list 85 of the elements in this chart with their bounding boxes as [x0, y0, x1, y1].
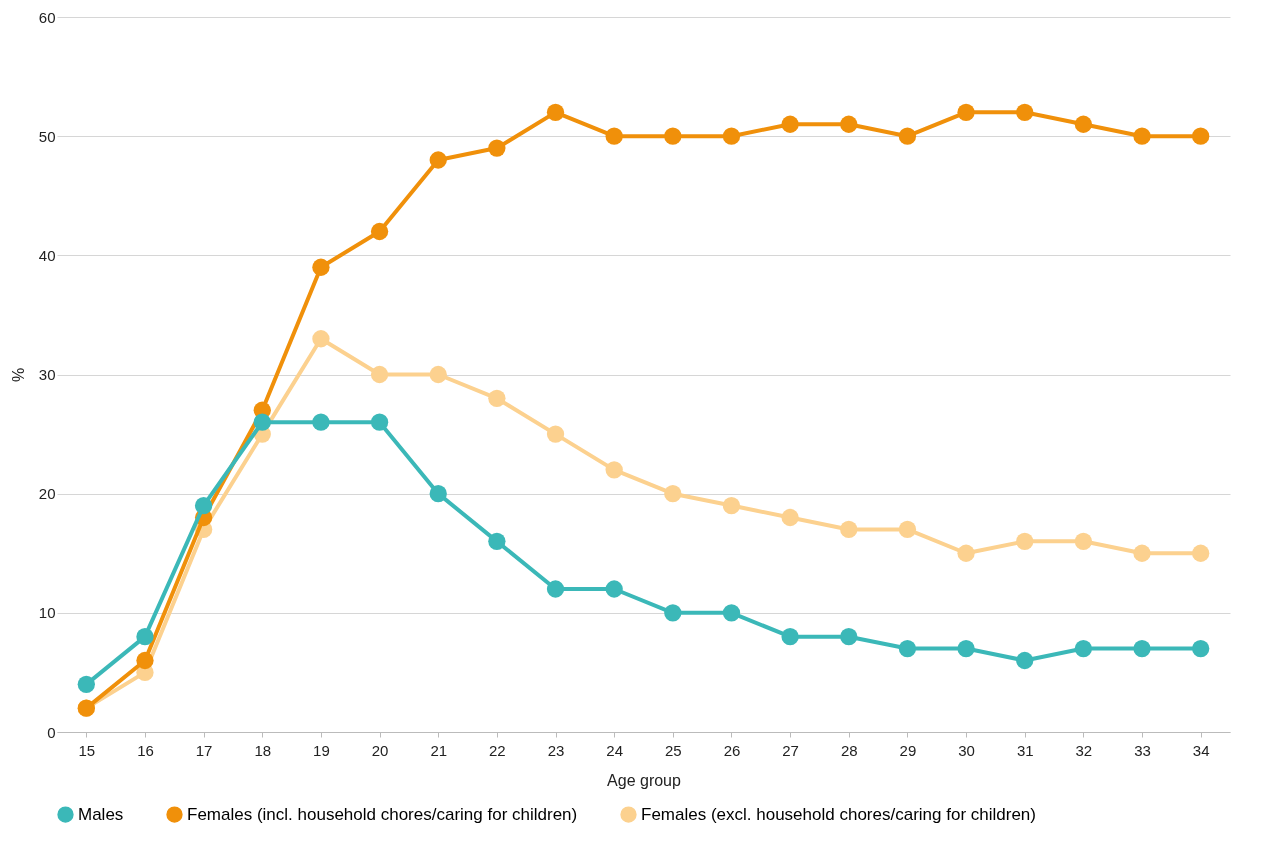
point [722, 604, 741, 622]
x-tick-label: 19 [313, 741, 330, 759]
legend-label: Males [78, 804, 124, 824]
point [781, 508, 799, 527]
x-tick-label: 16 [137, 741, 154, 759]
y-axis-title: % [9, 367, 27, 383]
x-axis-title: Age group [607, 771, 682, 789]
point [898, 639, 917, 658]
x-tick-label: 32 [1075, 741, 1093, 759]
point [1192, 544, 1210, 562]
point [840, 115, 858, 133]
legend-label: Females (excl. household chores/caring for children) [641, 804, 1036, 824]
point [605, 461, 623, 479]
point [898, 127, 917, 145]
y-tick-label: 10 [38, 604, 56, 622]
point [605, 580, 623, 598]
x-tick-label: 15 [78, 741, 96, 759]
y-tick-label: 60 [38, 8, 56, 26]
x-tick-label: 23 [547, 741, 565, 759]
point [370, 222, 389, 241]
point [488, 139, 506, 157]
point [488, 389, 506, 407]
x-tick-label: 18 [254, 741, 272, 759]
x-tick-label: 31 [1016, 741, 1034, 759]
point [605, 127, 623, 145]
x-tick-label: 24 [606, 741, 624, 759]
point [312, 330, 330, 348]
x-tick-label: 33 [1134, 741, 1151, 759]
point [194, 496, 213, 515]
point [546, 103, 565, 121]
point [312, 258, 330, 276]
point [664, 485, 682, 503]
point [664, 604, 682, 622]
point [957, 639, 975, 658]
point [722, 127, 741, 145]
point [312, 413, 330, 431]
point [136, 628, 154, 646]
point [957, 103, 975, 121]
point [1074, 532, 1093, 550]
point [781, 115, 799, 133]
point [429, 485, 447, 503]
y-tick-label: 0 [47, 723, 56, 741]
x-tick-label: 21 [430, 741, 448, 759]
point [1016, 651, 1034, 670]
point [1133, 639, 1151, 658]
x-tick-label: 28 [840, 741, 858, 759]
point [1133, 127, 1151, 145]
point [253, 413, 271, 431]
point [488, 532, 506, 550]
point [136, 651, 154, 670]
point [1192, 639, 1210, 658]
x-tick-label: 26 [723, 741, 741, 759]
point [546, 580, 565, 598]
point [370, 413, 389, 431]
x-tick-label: 17 [195, 741, 213, 759]
point [1074, 639, 1093, 658]
x-tick-label: 20 [371, 741, 389, 759]
point [957, 544, 975, 562]
point [429, 365, 447, 384]
x-tick-label: 29 [899, 741, 917, 759]
point [370, 365, 389, 384]
y-tick-label: 20 [38, 485, 56, 503]
x-tick-label: 27 [782, 741, 799, 759]
y-tick-label: 40 [38, 246, 56, 264]
point [722, 496, 741, 515]
x-tick-label: 34 [1192, 741, 1210, 759]
point [1074, 115, 1093, 133]
point [546, 425, 565, 443]
point [1133, 544, 1151, 562]
point [1016, 103, 1034, 121]
point [840, 628, 858, 646]
y-tick-label: 50 [38, 127, 56, 145]
point [429, 151, 447, 169]
x-tick-label: 30 [958, 741, 975, 759]
point [1192, 127, 1210, 145]
x-tick-label: 22 [489, 741, 506, 759]
point [77, 675, 95, 693]
x-tick-label: 25 [664, 741, 682, 759]
point [1016, 532, 1034, 550]
legend-label: Females (incl. household chores/caring for children) [187, 804, 578, 824]
point [840, 520, 858, 539]
y-tick-label: 30 [38, 366, 56, 383]
point [664, 127, 682, 145]
point [898, 520, 917, 539]
point [781, 628, 799, 646]
